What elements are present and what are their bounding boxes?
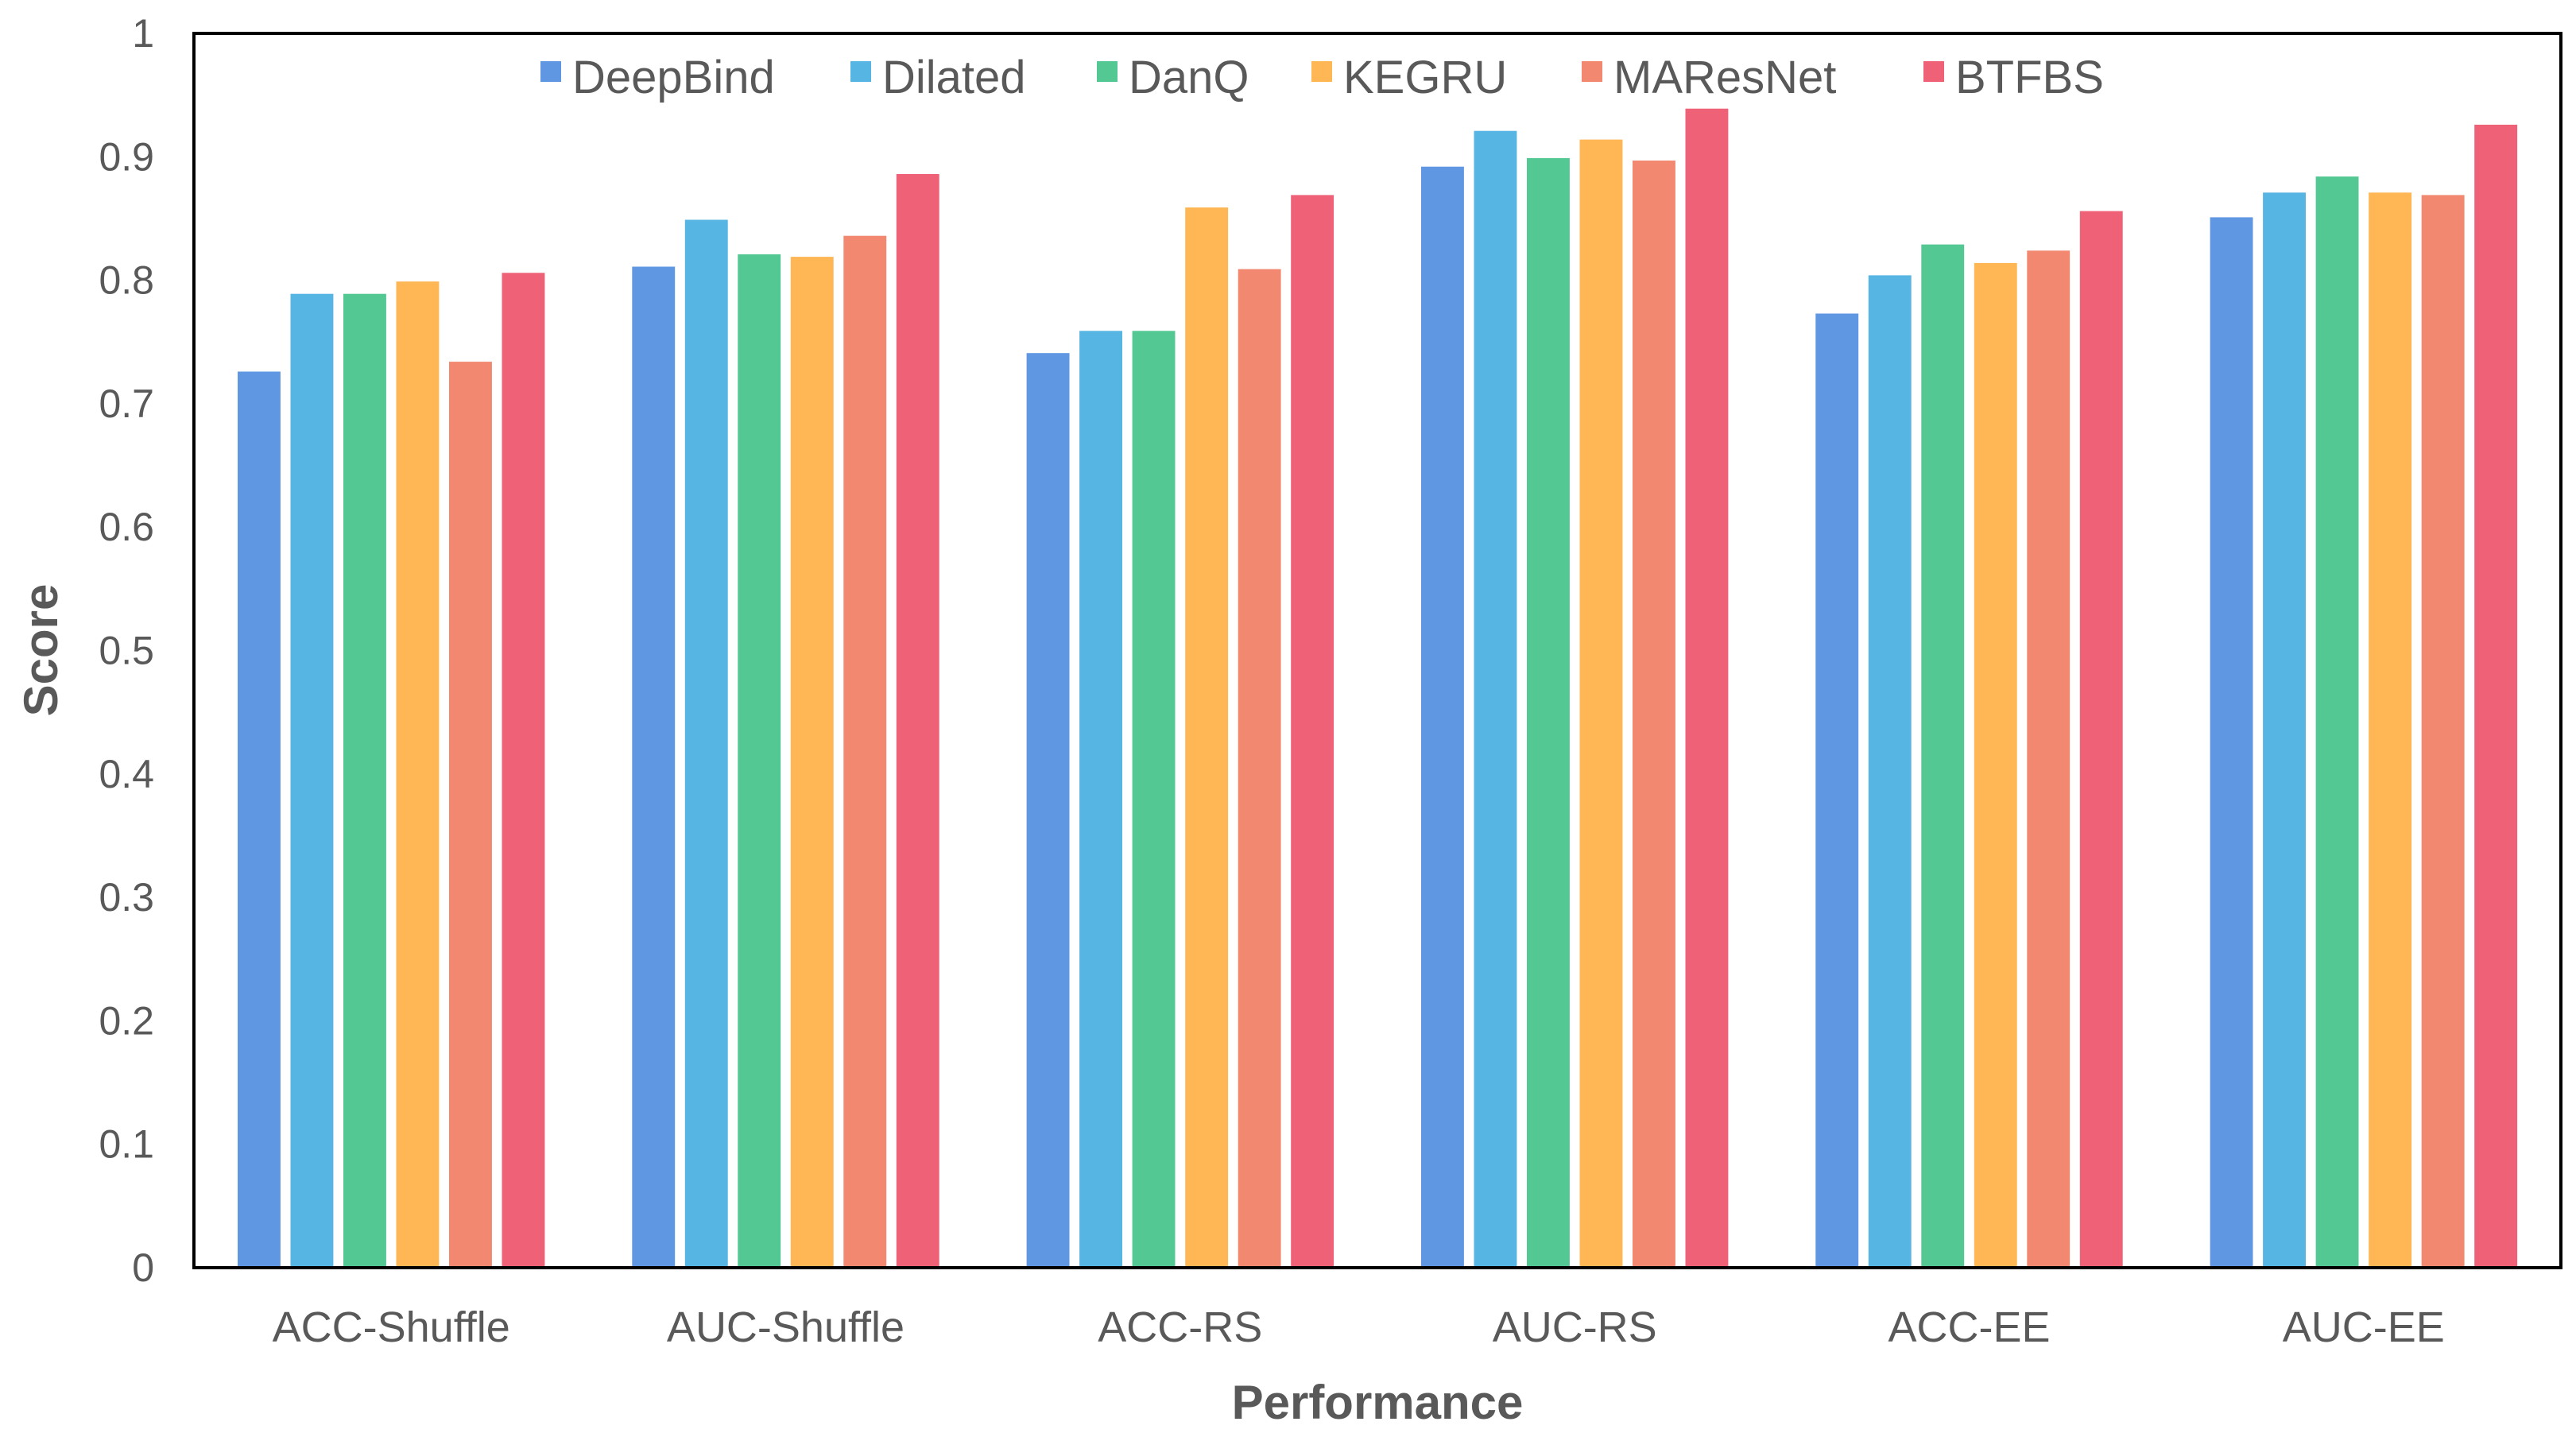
bar-btfbs-auc-ee [2474, 124, 2518, 1268]
bar-deepbind-auc-shuffle [632, 266, 676, 1268]
legend-swatch [1582, 61, 1602, 82]
legend-swatch [850, 61, 871, 82]
y-tick-label: 0.4 [99, 752, 154, 796]
y-tick-label: 0 [132, 1245, 154, 1290]
bar-deepbind-acc-ee [1815, 313, 1859, 1268]
legend-item-kegru: KEGRU [1311, 52, 1507, 103]
bar-maresnet-acc-ee [2027, 250, 2070, 1268]
bar-dilated-acc-ee [1868, 275, 1912, 1268]
legend-label: DanQ [1129, 52, 1249, 103]
bar-danq-auc-shuffle [738, 254, 781, 1268]
bar-dilated-auc-ee [2263, 192, 2306, 1268]
bar-maresnet-auc-shuffle [843, 235, 887, 1269]
bar-danq-acc-rs [1132, 331, 1176, 1268]
legend-label: BTFBS [1955, 52, 2104, 103]
bar-deepbind-auc-ee [2210, 217, 2253, 1268]
bar-deepbind-auc-rs [1421, 166, 1464, 1269]
bar-kegru-acc-rs [1185, 207, 1229, 1268]
x-category-label: AUC-EE [2283, 1303, 2445, 1351]
legend-label: Dilated [882, 52, 1026, 103]
legend-swatch [1923, 61, 1944, 82]
legend-label: KEGRU [1343, 52, 1507, 103]
y-tick-label: 0.9 [99, 134, 154, 179]
bar-danq-acc-ee [1921, 244, 1965, 1269]
bar-deepbind-acc-rs [1026, 353, 1070, 1269]
bar-danq-auc-ee [2315, 176, 2359, 1269]
plot-frame [192, 32, 2562, 1269]
bars-layer [238, 108, 2518, 1269]
bar-btfbs-acc-shuffle [502, 273, 545, 1268]
x-axis-categories: ACC-Shuffle AUC-Shuffle ACC-RS AUC-RS ACC-EE… [273, 1303, 2445, 1351]
bar-btfbs-acc-ee [2079, 211, 2123, 1269]
bar-btfbs-auc-shuffle [896, 174, 939, 1268]
bar-maresnet-acc-rs [1238, 269, 1281, 1269]
bar-maresnet-auc-ee [2421, 195, 2465, 1268]
legend-item-maresnet: MAResNet [1582, 52, 1836, 103]
x-category-label: AUC-Shuffle [667, 1303, 905, 1351]
bar-kegru-auc-shuffle [790, 257, 834, 1269]
x-category-label: ACC-EE [1888, 1303, 2050, 1351]
legend-item-dilated: Dilated [850, 52, 1026, 103]
y-tick-label: 0.5 [99, 629, 154, 673]
x-category-label: ACC-Shuffle [273, 1303, 510, 1351]
y-axis-ticks: 0 0.1 0.2 0.3 0.4 0.5 0.6 0.7 0.8 0.9 1 [99, 11, 154, 1290]
bar-dilated-acc-rs [1079, 331, 1122, 1268]
bar-btfbs-auc-rs [1685, 108, 1729, 1269]
bar-deepbind-acc-shuffle [238, 371, 281, 1268]
bar-danq-auc-rs [1527, 157, 1570, 1268]
bar-maresnet-auc-rs [1633, 161, 1675, 1268]
y-tick-label: 0.6 [99, 505, 154, 549]
legend-swatch [1097, 61, 1118, 82]
y-tick-label: 0.2 [99, 998, 154, 1043]
bar-kegru-auc-rs [1579, 139, 1623, 1269]
y-tick-label: 0.7 [99, 382, 154, 426]
x-category-label: ACC-RS [1098, 1303, 1262, 1351]
bar-btfbs-acc-rs [1291, 195, 1334, 1268]
bar-kegru-auc-ee [2369, 192, 2412, 1268]
legend-label: MAResNet [1613, 52, 1836, 103]
y-axis-title: Score [14, 584, 68, 717]
y-tick-label: 0.1 [99, 1122, 154, 1167]
bar-kegru-acc-ee [1974, 262, 2017, 1268]
legend-item-btfbs: BTFBS [1923, 52, 2104, 103]
y-tick-label: 0.3 [99, 875, 154, 920]
bar-danq-acc-shuffle [343, 293, 386, 1269]
legend-swatch [540, 61, 561, 82]
legend-item-deepbind: DeepBind [540, 52, 775, 103]
bar-dilated-acc-shuffle [290, 293, 334, 1269]
legend-item-danq: DanQ [1097, 52, 1249, 103]
legend-label: DeepBind [572, 52, 775, 103]
x-axis-title: Performance [1232, 1376, 1524, 1429]
legend-swatch [1311, 61, 1332, 82]
bar-kegru-acc-shuffle [396, 281, 440, 1269]
y-tick-label: 1 [132, 11, 154, 56]
legend: DeepBind Dilated DanQ KEGRU MAResNet BTFBS [540, 52, 2104, 103]
bar-dilated-auc-rs [1474, 130, 1517, 1269]
y-tick-label: 0.8 [99, 258, 154, 303]
bar-dilated-auc-shuffle [684, 219, 728, 1268]
x-category-label: AUC-RS [1493, 1303, 1657, 1351]
bar-maresnet-acc-shuffle [449, 362, 492, 1269]
